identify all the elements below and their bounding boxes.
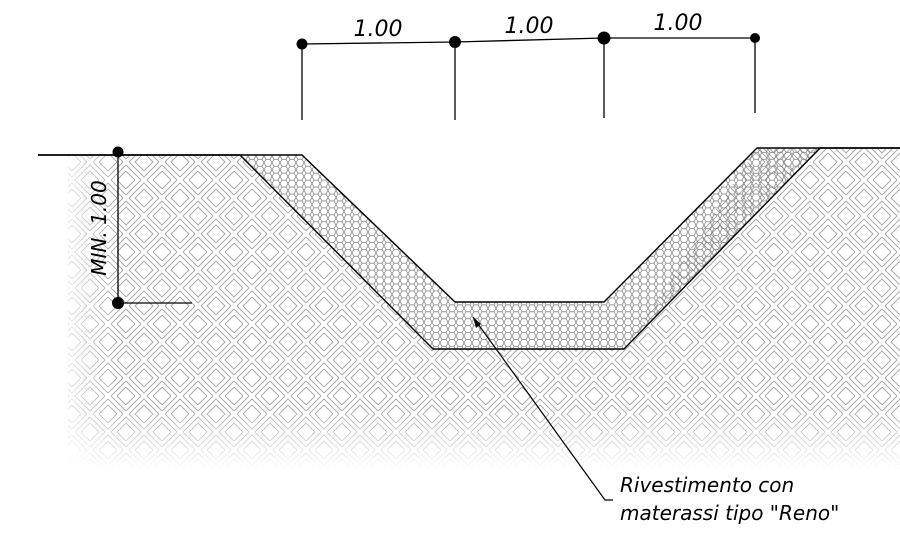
top-dimension-chain: [301, 37, 756, 120]
top-dimension-label-1: 1.00: [354, 17, 403, 42]
depth-dimension-dots: [112, 146, 124, 309]
depth-dimension: [117, 152, 192, 304]
top-dimension-label-3: 1.00: [654, 11, 703, 36]
leader-arrowhead: [473, 317, 481, 328]
callout-label-line2: materassi tipo "Reno": [620, 501, 839, 525]
top-dimension-label-2: 1.00: [505, 14, 554, 39]
callout-label-line1: Rivestimento con: [620, 473, 794, 497]
depth-dimension-label: MIN. 1.00: [87, 180, 111, 275]
callout-leader: [472, 316, 613, 501]
ground-line: [38, 147, 900, 156]
soil-area: [68, 148, 900, 470]
top-dimension-dots: [296, 31, 760, 50]
